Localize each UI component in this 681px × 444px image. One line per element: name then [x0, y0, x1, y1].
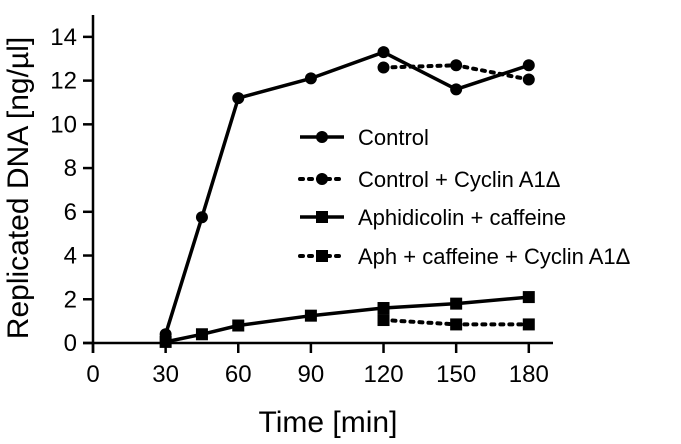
series-1-point — [232, 92, 245, 105]
legend: Control Control + Cyclin A1Δ Aphidicolin +… — [298, 125, 631, 269]
axis-ticks: 0 30 60 90 120 150 180 0 2 4 6 8 10 12 14 — [50, 24, 549, 388]
series-3-point — [522, 291, 535, 304]
series-3-line — [165, 295, 529, 344]
legend-item-4: Aph + caffeine + Cyclin A1Δ — [298, 244, 631, 269]
x-tick-label: 30 — [152, 361, 179, 388]
series-4-point — [377, 314, 390, 327]
series-2-point — [522, 73, 535, 86]
series-4-point — [450, 318, 463, 331]
series-1-point — [195, 211, 208, 224]
series-1-point — [522, 59, 535, 72]
x-tick-label: 90 — [298, 361, 325, 388]
legend-item-4-marker — [316, 250, 328, 262]
legend-item-3-marker — [316, 211, 328, 223]
x-tick-label: 60 — [225, 361, 252, 388]
legend-item-3: Aphidicolin + caffeine — [300, 205, 566, 230]
series-1-point — [450, 83, 463, 96]
legend-item-1: Control — [300, 125, 429, 150]
series-3-point — [195, 328, 208, 341]
y-tick-label: 14 — [50, 24, 77, 51]
legend-item-1-label: Control — [358, 125, 429, 150]
y-tick-label: 8 — [64, 155, 77, 182]
series-1-point — [304, 72, 317, 85]
series-1-point — [377, 46, 390, 59]
series-markers — [159, 46, 535, 348]
legend-item-2: Control + Cyclin A1Δ — [298, 167, 561, 192]
x-tick-label: 150 — [436, 361, 476, 388]
x-axis-title: Time [min] — [259, 406, 398, 439]
series-2-point — [377, 61, 390, 74]
legend-item-3-label: Aphidicolin + caffeine — [358, 205, 566, 230]
x-tick-label: 0 — [86, 361, 99, 388]
series-3-point — [377, 302, 390, 315]
legend-item-2-marker — [316, 173, 328, 185]
y-tick-label: 6 — [64, 199, 77, 226]
y-tick-label: 2 — [64, 286, 77, 313]
series-3-point — [450, 297, 463, 310]
x-tick-label: 180 — [509, 361, 549, 388]
series-3-point — [159, 335, 172, 348]
y-tick-label: 10 — [50, 111, 77, 138]
series-2-point — [450, 59, 463, 72]
x-tick-label: 120 — [364, 361, 404, 388]
y-axis-title: Replicated DNA [ng/µl] — [2, 37, 35, 339]
legend-item-2-label: Control + Cyclin A1Δ — [358, 167, 561, 192]
series-1-line — [163, 50, 530, 335]
legend-item-4-label: Aph + caffeine + Cyclin A1Δ — [358, 244, 631, 269]
series-4-point — [522, 318, 535, 331]
y-tick-label: 12 — [50, 68, 77, 95]
series-3-point — [304, 309, 317, 322]
y-tick-label: 4 — [64, 243, 77, 270]
series-lines — [163, 50, 531, 344]
y-tick-label: 0 — [64, 330, 77, 357]
legend-item-1-marker — [316, 131, 328, 143]
series-3-point — [232, 319, 245, 332]
